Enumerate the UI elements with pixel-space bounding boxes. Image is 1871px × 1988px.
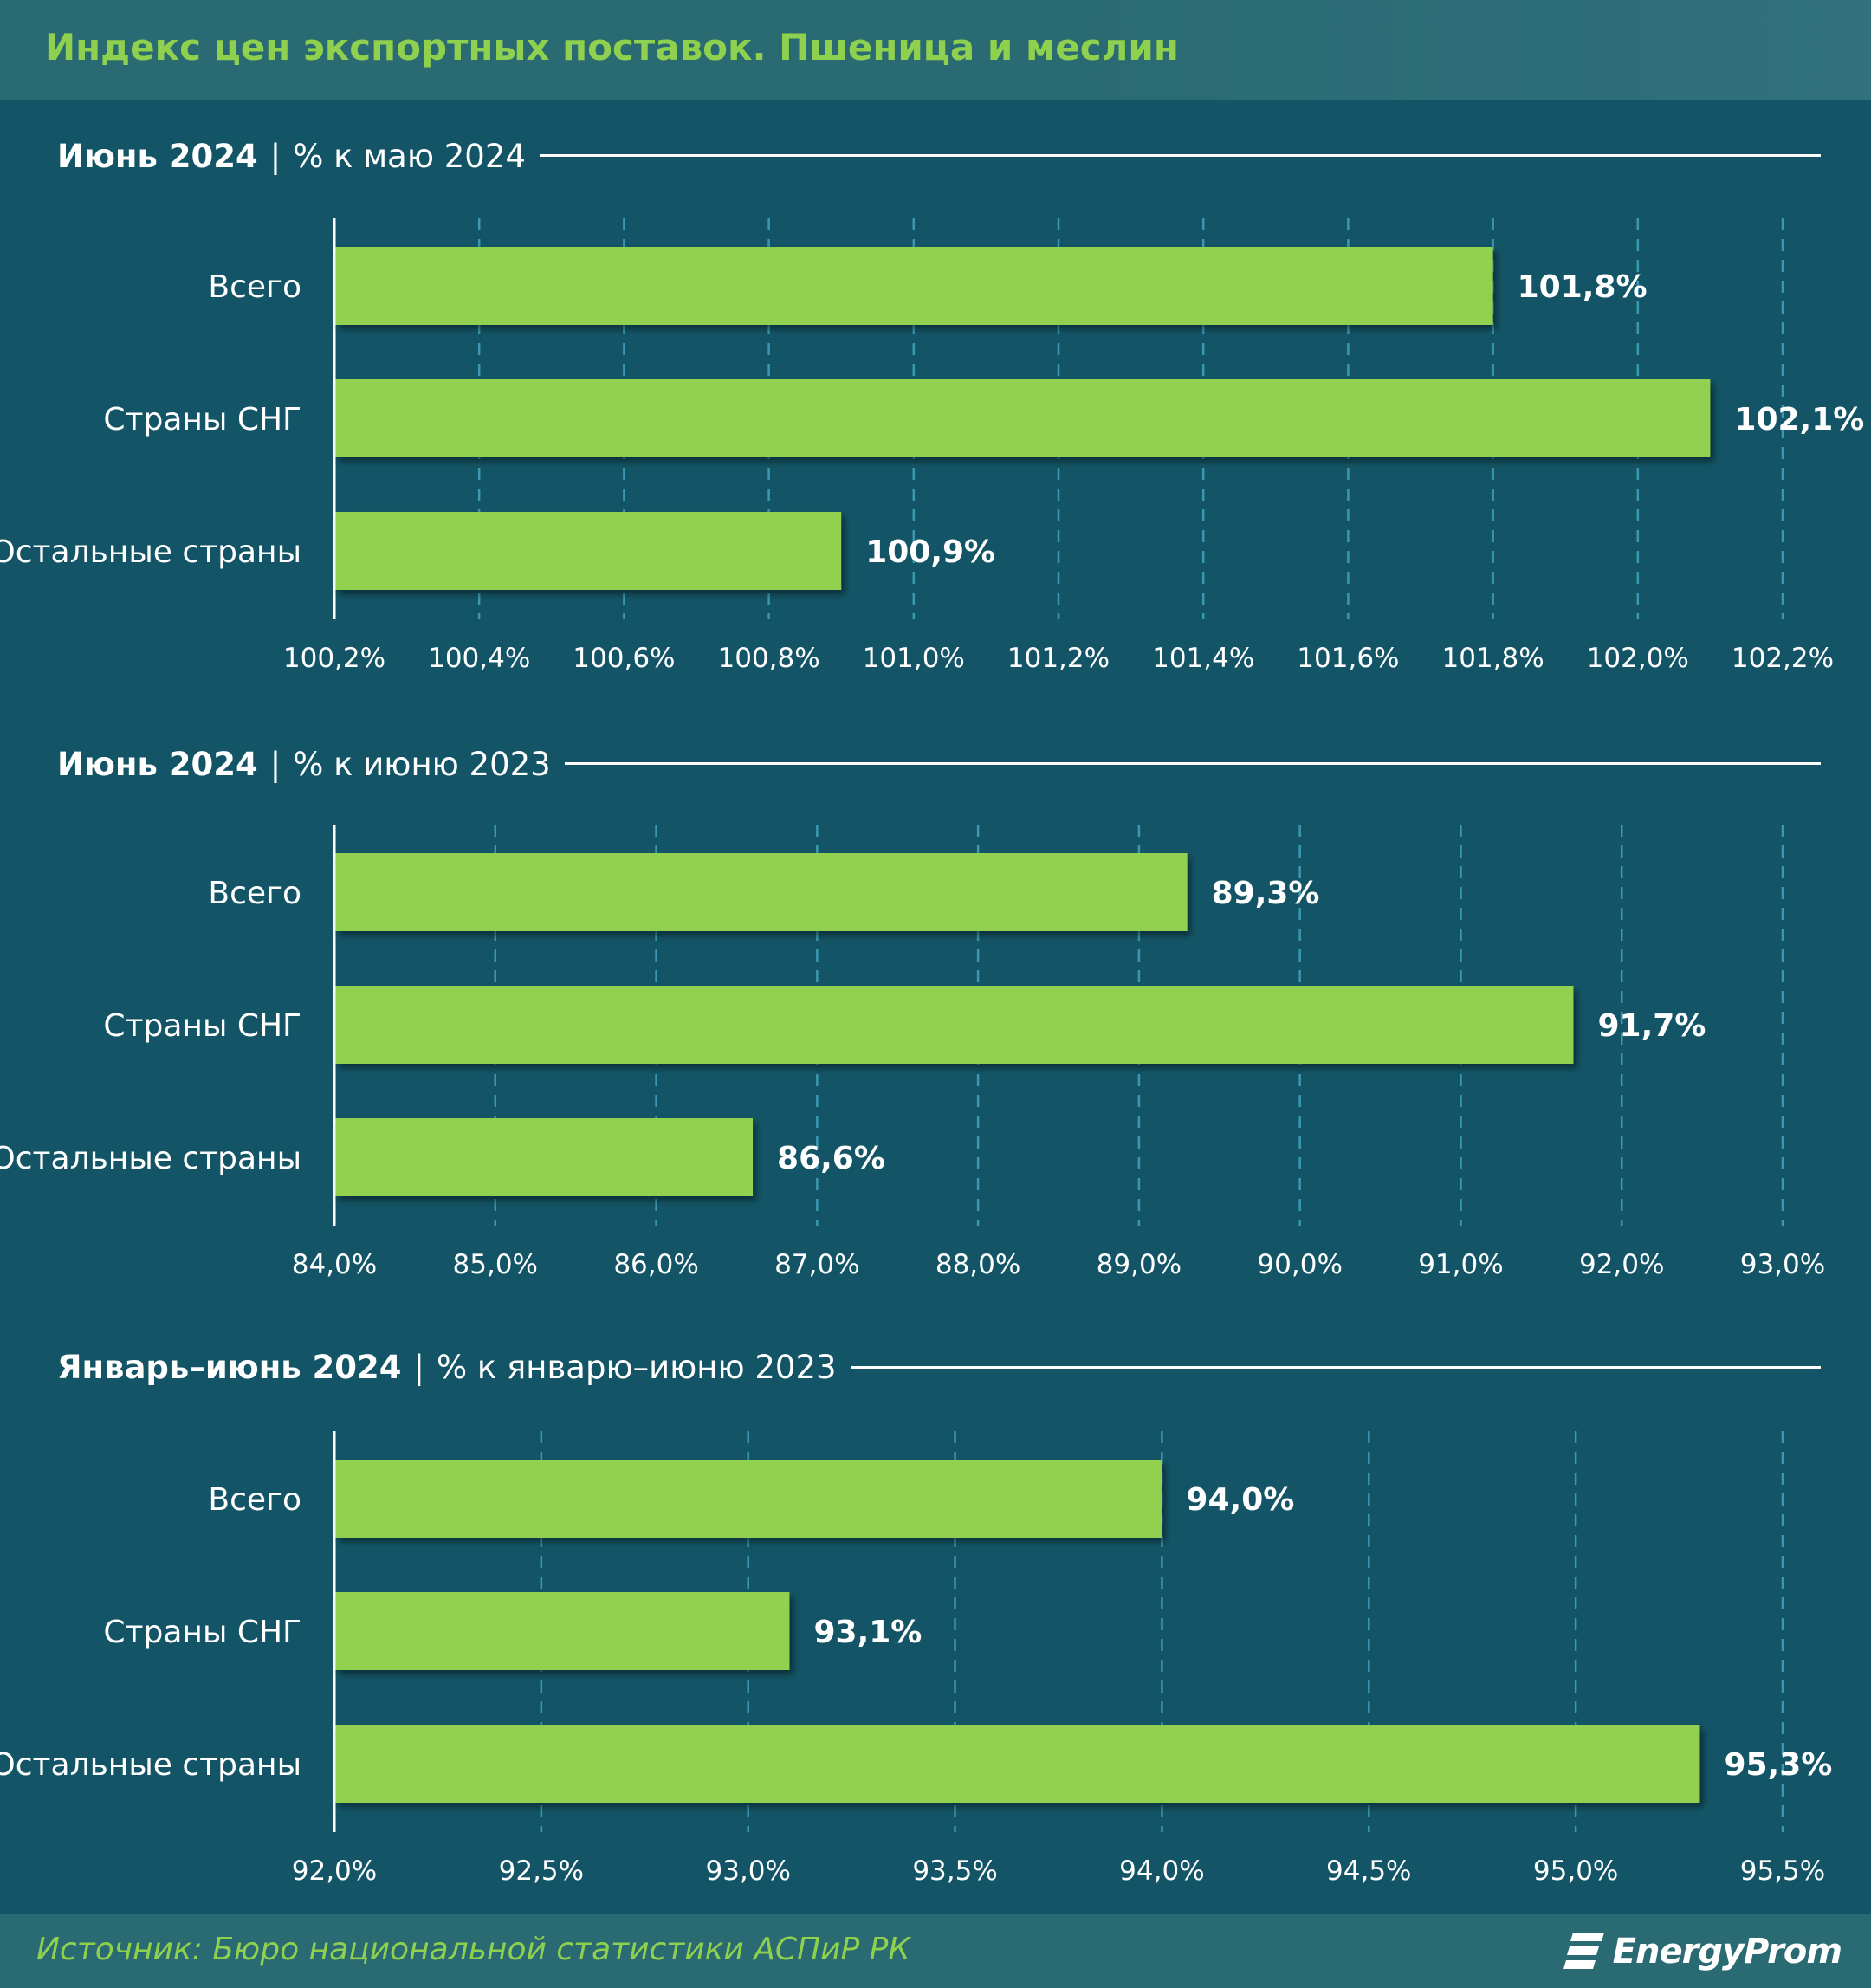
category-label: Всего — [208, 876, 301, 911]
value-label: 101,8% — [1518, 269, 1648, 305]
section-heading-2: Июнь 2024 | % к июню 2023 — [57, 742, 551, 786]
bar-chart-half-year: 92,0% 92,5% 93,0% 93,5% 94,0% 94,5% 95,0% 95,5%… — [0, 1431, 1832, 1887]
heading-separator: | — [269, 745, 282, 783]
x-tick-label: 94,0% — [1119, 1855, 1204, 1887]
x-tick-label: 101,6% — [1297, 643, 1399, 674]
category-label: Страны СНГ — [103, 402, 301, 437]
x-tick-label: 93,0% — [705, 1855, 790, 1887]
x-tick-label: 93,5% — [912, 1855, 997, 1887]
bar-chart-month-over-month: 100,2% 100,4% 100,6% 100,8% 101,0% 101,2% 101,… — [0, 218, 1864, 674]
bar — [335, 853, 1188, 931]
x-tick-label: 102,2% — [1732, 643, 1834, 674]
x-tick-label: 89,0% — [1097, 1249, 1182, 1280]
x-tick-label: 95,5% — [1740, 1855, 1825, 1887]
page-title: Индекс цен экспортных поставок. Пшеница … — [45, 26, 1179, 68]
section-rule-3 — [851, 1366, 1821, 1369]
bar — [335, 1460, 1162, 1538]
section-rule-2 — [565, 762, 1821, 765]
x-tick-label: 85,0% — [453, 1249, 538, 1280]
x-tick-label: 100,4% — [428, 643, 530, 674]
category-label: Страны СНГ — [103, 1008, 301, 1044]
value-label: 91,7% — [1597, 1008, 1706, 1044]
value-label: 86,6% — [777, 1141, 885, 1176]
footer-bar: Источник: Бюро национальной статистики А… — [0, 1914, 1871, 1988]
x-tick-label: 102,0% — [1587, 643, 1689, 674]
x-tick-label: 101,8% — [1441, 643, 1544, 674]
value-label: 94,0% — [1186, 1482, 1294, 1518]
section-heading-3: Январь–июнь 2024 | % к январю–июню 2023 — [57, 1345, 837, 1389]
x-tick-label: 86,0% — [613, 1249, 698, 1280]
value-label: 93,1% — [813, 1615, 922, 1650]
x-tick-label: 90,0% — [1257, 1249, 1342, 1280]
value-label: 95,3% — [1724, 1747, 1832, 1783]
section-rule-1 — [540, 154, 1821, 157]
value-label: 100,9% — [865, 534, 995, 570]
x-tick-label: 101,0% — [863, 643, 965, 674]
x-tick-label: 95,0% — [1533, 1855, 1618, 1887]
section-heading-1: Июнь 2024 | % к маю 2024 — [57, 134, 526, 178]
bar — [335, 247, 1493, 325]
x-tick-label: 87,0% — [774, 1249, 859, 1280]
heading-separator: | — [269, 137, 282, 175]
section-heading-period: Январь–июнь 2024 — [57, 1348, 402, 1386]
section-heading-comparison: % к маю 2024 — [293, 137, 526, 175]
section-heading-period: Июнь 2024 — [57, 745, 258, 783]
x-tick-label: 88,0% — [936, 1249, 1020, 1280]
category-label: Всего — [208, 1482, 301, 1518]
source-note: Источник: Бюро национальной статистики А… — [36, 1932, 910, 1967]
x-tick-label: 101,2% — [1007, 643, 1110, 674]
bar-chart-year-over-year: 84,0% 85,0% 86,0% 87,0% 88,0% 89,0% 90,0% 91,0%… — [0, 825, 1825, 1280]
section-heading-comparison: % к июню 2023 — [293, 745, 551, 783]
category-label: Остальные страны — [0, 1141, 301, 1176]
energyprom-logo-icon — [1563, 1933, 1604, 1969]
brand-logo: EnergyProm — [1561, 1925, 1842, 1978]
x-tick-label: 91,0% — [1418, 1249, 1503, 1280]
x-tick-label: 84,0% — [292, 1249, 377, 1280]
bar — [335, 986, 1574, 1064]
header-bar: Индекс цен экспортных поставок. Пшеница … — [0, 0, 1871, 100]
x-tick-label: 100,2% — [283, 643, 385, 674]
heading-separator: | — [413, 1348, 425, 1386]
category-label: Страны СНГ — [103, 1615, 301, 1650]
section-heading-period: Июнь 2024 — [57, 137, 258, 175]
bar — [335, 1118, 754, 1196]
bar — [335, 379, 1711, 457]
bar — [335, 512, 842, 590]
x-tick-label: 101,4% — [1152, 643, 1254, 674]
category-label: Остальные страны — [0, 534, 301, 570]
bar — [335, 1725, 1700, 1803]
x-tick-label: 100,6% — [573, 643, 675, 674]
value-label: 89,3% — [1212, 876, 1320, 911]
section-heading-comparison: % к январю–июню 2023 — [437, 1348, 837, 1386]
x-tick-label: 92,0% — [292, 1855, 377, 1887]
value-label: 102,1% — [1734, 402, 1864, 437]
category-label: Всего — [208, 269, 301, 305]
x-tick-label: 94,5% — [1326, 1855, 1411, 1887]
bar — [335, 1592, 790, 1670]
x-tick-label: 92,5% — [499, 1855, 584, 1887]
x-tick-label: 92,0% — [1579, 1249, 1664, 1280]
logo-text: EnergyProm — [1612, 1932, 1842, 1972]
x-tick-label: 100,8% — [717, 643, 819, 674]
x-tick-label: 93,0% — [1740, 1249, 1825, 1280]
category-label: Остальные страны — [0, 1747, 301, 1783]
